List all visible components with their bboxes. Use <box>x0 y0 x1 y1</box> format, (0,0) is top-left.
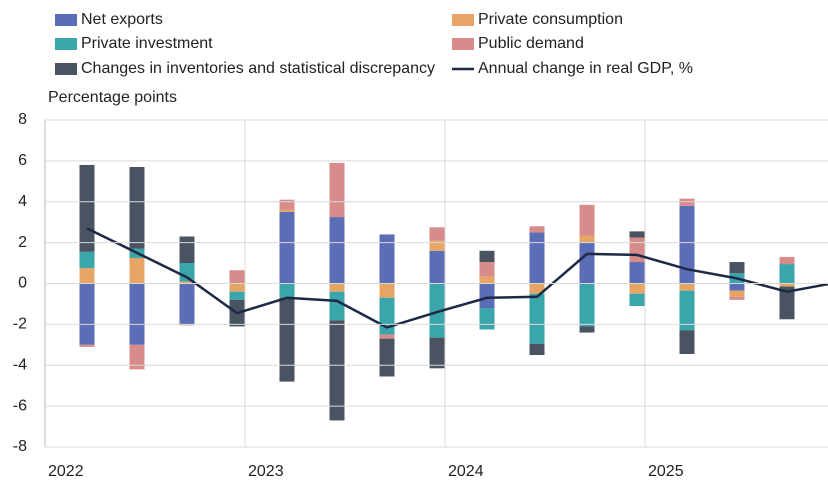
bar-segment <box>629 237 645 263</box>
bar-segment <box>279 209 295 212</box>
bar-segment <box>379 334 395 339</box>
bar-segment <box>129 167 145 249</box>
bar-segment <box>329 217 345 284</box>
bar-segment <box>679 330 695 355</box>
bar-segment <box>679 290 695 331</box>
bar-segment <box>379 234 395 284</box>
bar-segment <box>629 231 645 238</box>
bar-segment <box>729 296 745 300</box>
y-tick-label: 6 <box>18 152 27 169</box>
x-tick-label: 2025 <box>648 463 684 480</box>
legend-label: Net exports <box>81 11 163 28</box>
bar-segment <box>629 262 645 284</box>
bar-segment <box>279 283 295 298</box>
bar-segment <box>279 297 295 382</box>
bar-segment <box>529 343 545 356</box>
bar-segment <box>279 211 295 284</box>
bar-segment <box>479 262 495 277</box>
legend-label: Private consumption <box>478 11 623 28</box>
bar-segment <box>79 251 95 269</box>
bar-segment <box>679 283 695 291</box>
bar-segment <box>79 344 95 347</box>
legend-swatch <box>55 38 77 50</box>
y-tick-label: 0 <box>18 275 27 292</box>
y-tick-label: 4 <box>18 193 27 210</box>
bar-segment <box>579 283 595 327</box>
bar-segment <box>179 281 195 284</box>
bar-segment <box>329 291 345 321</box>
bar-segment <box>679 198 695 206</box>
bar-segment <box>779 286 795 320</box>
bar-segment <box>129 257 145 284</box>
bar-segment <box>579 242 595 284</box>
bar-segment <box>79 268 95 284</box>
legend-label: Private investment <box>81 35 213 52</box>
bar-segment <box>379 297 395 335</box>
y-tick-label: -6 <box>13 397 27 414</box>
bar-segment <box>579 204 595 236</box>
bar-segment <box>229 270 245 284</box>
bar-segment <box>229 283 245 292</box>
bar-segment <box>629 283 645 294</box>
bar-segment <box>179 324 195 326</box>
bar-segment <box>479 283 495 309</box>
x-tick-label: 2023 <box>248 463 284 480</box>
bar-segment <box>529 226 545 233</box>
bar-segment <box>479 276 495 284</box>
bar-segment <box>229 291 245 300</box>
bar-segment <box>679 205 695 284</box>
bar-segment <box>179 283 195 325</box>
y-tick-label: 8 <box>18 111 27 128</box>
x-tick-label: 2022 <box>48 463 84 480</box>
bar-segment <box>479 250 495 263</box>
legend-label: Annual change in real GDP, % <box>478 60 693 77</box>
legend-label: Changes in inventories and statistical d… <box>81 60 435 77</box>
gdp-line <box>86 227 828 329</box>
bar-segment <box>129 283 145 345</box>
y-tick-label: -2 <box>13 316 27 333</box>
bar-segment <box>779 264 795 284</box>
bar-segment <box>279 199 295 210</box>
y-axis-label: Percentage points <box>48 89 177 106</box>
bar-segment <box>329 162 345 218</box>
bar-segment <box>329 320 345 421</box>
bar-segment <box>429 240 445 251</box>
bar-segment <box>529 293 545 344</box>
bar-segment <box>579 326 595 333</box>
bar-segment <box>79 283 95 345</box>
legend-swatch <box>452 14 474 26</box>
x-tick-label: 2024 <box>448 463 484 480</box>
bar-segment <box>779 283 795 287</box>
y-tick-label: -8 <box>13 438 27 455</box>
y-tick-label: 2 <box>18 234 27 251</box>
bar-segment <box>379 283 395 298</box>
bar-segment <box>729 262 745 274</box>
bar-segment <box>479 308 495 330</box>
bar-segment <box>429 250 445 284</box>
bar-segment <box>429 227 445 241</box>
bar-segment <box>729 290 745 297</box>
plot-area <box>79 162 828 421</box>
bar-segment <box>579 235 595 243</box>
legend-label: Public demand <box>478 35 584 52</box>
legend-swatch <box>55 63 77 75</box>
legend-swatch <box>452 38 474 50</box>
bar-segment <box>629 293 645 306</box>
bar-segment <box>779 256 795 265</box>
bar-segment <box>429 337 445 369</box>
bar-segment <box>379 338 395 377</box>
bar-segment <box>529 283 545 294</box>
bar-segment <box>729 283 745 291</box>
bar-segment <box>329 283 345 292</box>
legend-swatch <box>55 14 77 26</box>
bar-segment <box>79 164 95 252</box>
bar-segment <box>179 236 195 264</box>
bar-segment <box>529 232 545 284</box>
bar-segment <box>129 344 145 370</box>
y-tick-label: -4 <box>13 356 27 373</box>
